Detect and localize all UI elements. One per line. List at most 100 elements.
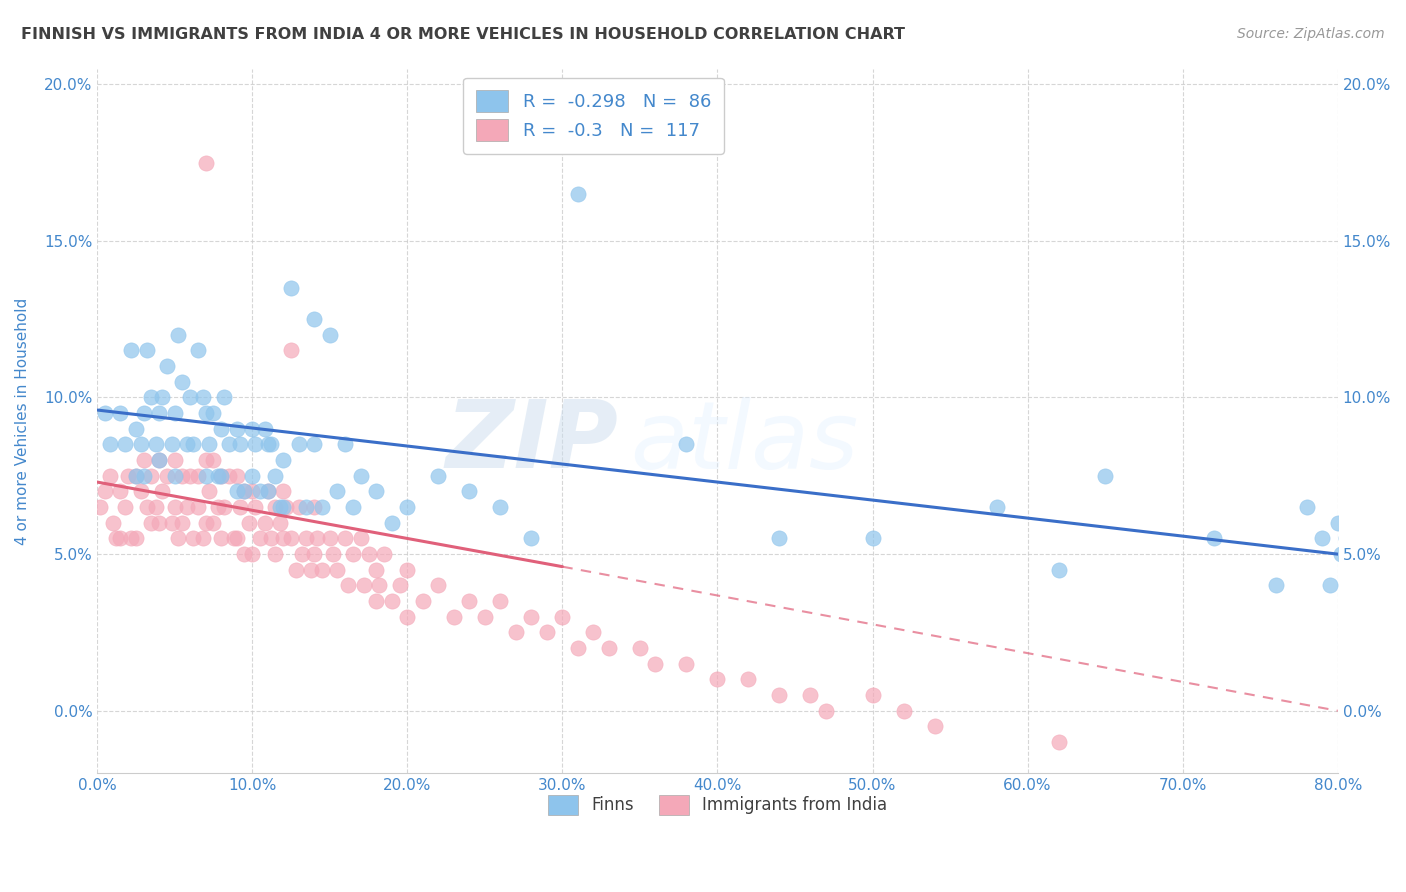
Point [233, 484, 256, 499]
Point [287, 500, 309, 515]
Point [520, 609, 543, 624]
Point [302, 437, 325, 451]
Point [145, 437, 167, 451]
Point [104, 532, 127, 546]
Point [176, 500, 198, 515]
Point [264, 547, 287, 561]
Point [150, 484, 173, 499]
Point [706, 673, 728, 687]
Point [194, 453, 217, 467]
Point [295, 500, 318, 515]
Point [799, 688, 821, 702]
Point [489, 500, 512, 515]
Point [148, 516, 170, 530]
Point [135, 343, 157, 358]
Point [350, 468, 373, 483]
Point [1094, 468, 1116, 483]
Point [125, 532, 148, 546]
Point [120, 532, 142, 546]
Point [194, 406, 217, 420]
Text: FINNISH VS IMMIGRANTS FROM INDIA 4 OR MORE VEHICLES IN HOUSEHOLD CORRELATION CHA: FINNISH VS IMMIGRANTS FROM INDIA 4 OR MO… [21, 27, 905, 42]
Point [214, 500, 236, 515]
Point [319, 327, 342, 342]
Point [148, 453, 170, 467]
Point [132, 453, 155, 467]
Point [240, 484, 263, 499]
Point [291, 547, 314, 561]
Point [271, 453, 294, 467]
Point [202, 453, 225, 467]
Point [207, 500, 229, 515]
Point [166, 532, 188, 546]
Point [287, 437, 309, 451]
Point [256, 437, 278, 451]
Point [117, 468, 139, 483]
Point [202, 516, 225, 530]
Point [862, 532, 884, 546]
Point [412, 594, 434, 608]
Point [110, 484, 132, 499]
Point [132, 406, 155, 420]
Point [567, 186, 589, 201]
Point [181, 532, 204, 546]
Point [187, 343, 209, 358]
Point [1047, 735, 1070, 749]
Point [443, 609, 465, 624]
Point [172, 516, 194, 530]
Point [396, 563, 419, 577]
Point [1339, 563, 1361, 577]
Point [737, 673, 759, 687]
Point [141, 391, 163, 405]
Point [98, 468, 121, 483]
Point [582, 625, 605, 640]
Point [145, 500, 167, 515]
Point [1334, 532, 1357, 546]
Point [202, 406, 225, 420]
Point [110, 532, 132, 546]
Point [1202, 532, 1225, 546]
Point [368, 578, 391, 592]
Point [474, 609, 496, 624]
Point [163, 500, 186, 515]
Point [194, 516, 217, 530]
Point [458, 594, 481, 608]
Point [505, 625, 527, 640]
Point [381, 594, 404, 608]
Point [520, 532, 543, 546]
Point [986, 500, 1008, 515]
Point [357, 547, 380, 561]
Point [176, 437, 198, 451]
Legend: Finns, Immigrants from India: Finns, Immigrants from India [537, 785, 897, 825]
Point [326, 484, 349, 499]
Point [536, 625, 558, 640]
Point [191, 391, 214, 405]
Point [271, 532, 294, 546]
Point [253, 422, 276, 436]
Point [214, 391, 236, 405]
Point [814, 704, 837, 718]
Point [209, 468, 232, 483]
Point [1264, 578, 1286, 592]
Point [197, 484, 219, 499]
Point [284, 563, 307, 577]
Point [342, 547, 364, 561]
Point [1310, 532, 1333, 546]
Point [163, 468, 186, 483]
Point [644, 657, 666, 671]
Point [350, 532, 373, 546]
Point [1326, 516, 1348, 530]
Point [598, 641, 620, 656]
Point [114, 437, 136, 451]
Point [160, 437, 183, 451]
Point [551, 609, 574, 624]
Point [269, 516, 291, 530]
Point [222, 532, 245, 546]
Point [163, 453, 186, 467]
Text: ZIP: ZIP [446, 396, 619, 488]
Point [240, 468, 263, 483]
Point [768, 688, 790, 702]
Point [862, 688, 884, 702]
Point [209, 468, 232, 483]
Point [253, 516, 276, 530]
Point [150, 391, 173, 405]
